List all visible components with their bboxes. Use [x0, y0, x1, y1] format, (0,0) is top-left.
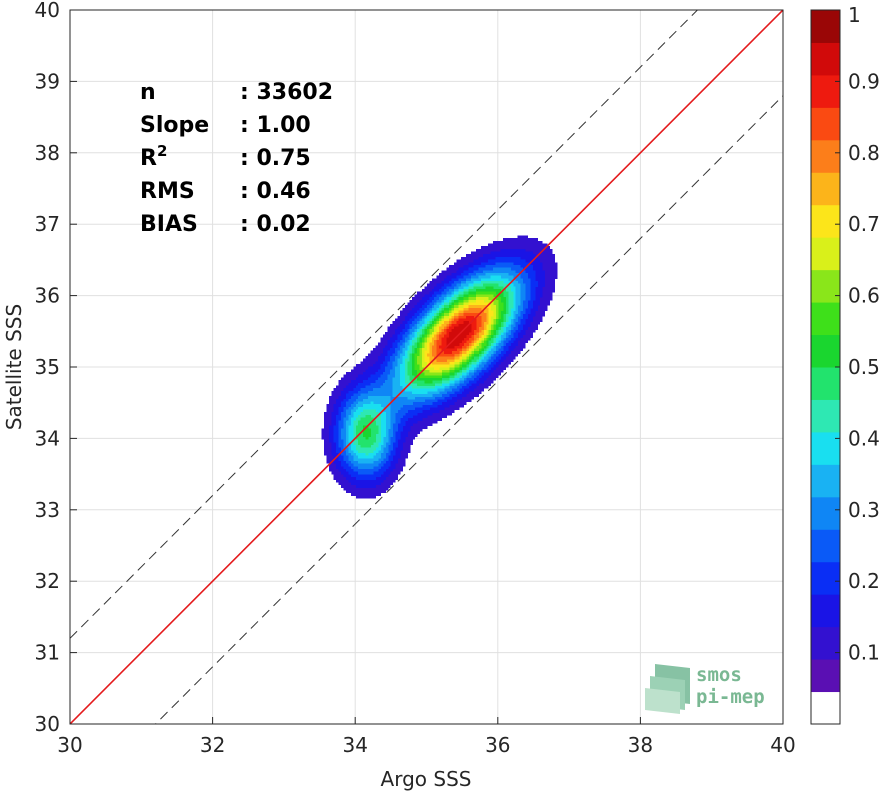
colorbar-tick-label: 0.6 [848, 284, 880, 308]
line-lower [154, 95, 783, 724]
colorbar: 0.1 0.2 0.3 0.4 0.5 0.6 0.7 0.8 0.9 1 [810, 3, 880, 725]
colorbar-segment [811, 204, 840, 238]
stat-label: n [140, 80, 156, 105]
x-tick-label: 30 [57, 733, 82, 757]
x-axis-ticks: 30 32 34 36 38 40 [57, 717, 796, 757]
colorbar-tick-label: 1 [848, 3, 861, 27]
stat-label-superscript: 2 [157, 142, 167, 160]
stat-value: : 33602 [240, 80, 333, 105]
colorbar-segment [811, 561, 840, 595]
colorbar-tick-label: 0.5 [848, 355, 880, 379]
stat-value: : 1.00 [240, 113, 311, 138]
x-tick-label: 34 [342, 733, 367, 757]
colorbar-segment [811, 107, 840, 141]
x-tick-label: 38 [628, 733, 653, 757]
smos-pi-mep-logo: smos pi-mep [645, 664, 765, 714]
line-1-to-1 [70, 10, 783, 724]
colorbar-segment [811, 464, 840, 498]
colorbar-segment [811, 334, 840, 368]
y-tick-label: 38 [35, 141, 60, 165]
colorbar-segment [811, 659, 840, 693]
y-tick-label: 32 [35, 569, 60, 593]
line-upper [70, 10, 699, 639]
stat-value: : 0.46 [240, 179, 311, 204]
y-tick-label: 34 [35, 426, 60, 450]
x-axis-label: Argo SSS [381, 767, 472, 791]
colorbar-segment [811, 529, 840, 563]
x-tick-label: 32 [200, 733, 225, 757]
x-tick-label: 36 [485, 733, 510, 757]
logo-line1: smos [696, 664, 742, 686]
y-tick-label: 40 [35, 0, 60, 22]
reference-lines [70, 10, 783, 724]
colorbar-segment [811, 139, 840, 173]
y-tick-label: 39 [35, 69, 60, 93]
colorbar-tick-label: 0.3 [848, 498, 880, 522]
colorbar-segment [811, 172, 840, 206]
colorbar-segment [811, 42, 840, 76]
colorbar-segment [811, 431, 840, 465]
y-tick-label: 31 [35, 641, 60, 665]
colorbar-tick-label: 0.9 [848, 69, 880, 93]
colorbar-segment [811, 496, 840, 530]
stat-value: : 0.02 [240, 212, 311, 237]
colorbar-segment [811, 594, 840, 628]
colorbar-segment [811, 691, 840, 725]
colorbar-segment [811, 367, 840, 400]
x-tick-label: 40 [770, 733, 795, 757]
colorbar-segment [811, 626, 840, 660]
y-tick-label: 35 [35, 355, 60, 379]
colorbar-tick-label: 0.4 [848, 426, 880, 450]
y-axis-ticks: 30 31 32 33 34 35 36 37 38 39 40 [35, 0, 77, 736]
y-tick-label: 33 [35, 498, 60, 522]
stat-label: Slope [140, 113, 209, 138]
y-axis-label: Satellite SSS [2, 304, 26, 430]
colorbar-segment [811, 399, 840, 433]
stat-value: : 0.75 [240, 146, 311, 171]
colorbar-tick-label: 0.2 [848, 569, 880, 593]
density-contours [321, 235, 558, 499]
stat-label: RMS [140, 179, 195, 204]
logo-line2: pi-mep [696, 686, 765, 708]
colorbar-segment [811, 74, 840, 108]
colorbar-tick-label: 0.8 [848, 141, 880, 165]
colorbar-segment [811, 237, 840, 271]
stat-label: BIAS [140, 212, 198, 237]
y-tick-label: 37 [35, 212, 60, 236]
colorbar-tick-label: 0.7 [848, 212, 880, 236]
colorbar-segment [811, 302, 840, 336]
y-tick-label: 30 [35, 712, 60, 736]
logo-layers-icon [645, 664, 690, 714]
y-tick-label: 36 [35, 284, 60, 308]
colorbar-tick-label: 0.1 [848, 641, 880, 665]
colorbar-segment [811, 10, 840, 43]
colorbar-segment [811, 269, 840, 303]
